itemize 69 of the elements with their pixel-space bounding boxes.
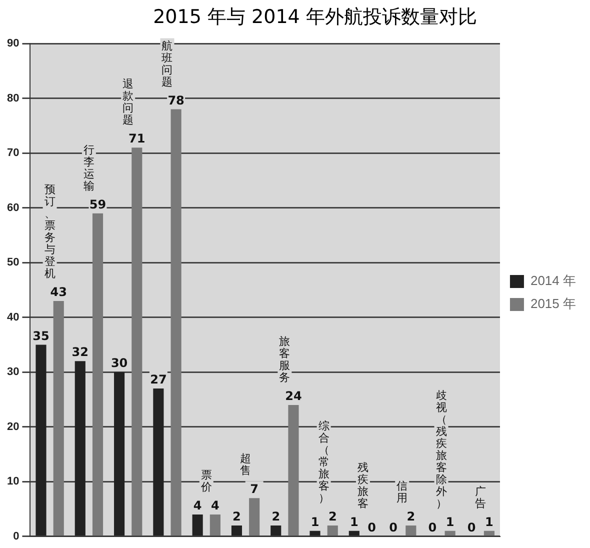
x-tick-label: 退款问题 xyxy=(122,78,134,127)
data-label: 1 xyxy=(350,514,358,529)
bar xyxy=(114,372,125,536)
bar xyxy=(36,344,46,536)
x-tick-label: 预订、票务与登机 xyxy=(44,182,56,280)
bar xyxy=(92,213,104,536)
bar xyxy=(288,404,299,536)
data-label: 4 xyxy=(211,498,220,512)
data-label: 2 xyxy=(232,509,241,524)
data-label: 1 xyxy=(485,514,494,529)
y-tick-label: 60 xyxy=(6,202,20,214)
y-tick-label: 90 xyxy=(6,38,20,50)
x-tick-label: 航班问题 xyxy=(162,39,173,88)
bar xyxy=(348,530,360,536)
data-label: 24 xyxy=(285,388,302,403)
data-label: 1 xyxy=(310,514,320,529)
data-label: 1 xyxy=(446,514,454,529)
x-tick-label: 综合（常旅客） xyxy=(318,419,330,504)
data-label: 35 xyxy=(32,328,50,343)
bar xyxy=(406,525,416,536)
y-tick-label: 30 xyxy=(6,366,20,378)
y-tick-label: 70 xyxy=(6,147,20,160)
x-tick-label: 行李运输 xyxy=(83,143,94,192)
bar xyxy=(310,530,320,536)
y-tick-label: 20 xyxy=(6,420,20,433)
data-label: 2 xyxy=(272,509,280,524)
bar xyxy=(484,530,494,536)
y-tick-label: 10 xyxy=(6,476,20,488)
data-label: 32 xyxy=(72,345,88,360)
bar xyxy=(270,525,282,536)
bar xyxy=(249,498,260,536)
y-tick-label: 0 xyxy=(13,530,20,542)
data-label: 43 xyxy=(50,284,67,299)
bar xyxy=(53,300,64,536)
x-tick-label: 广告 xyxy=(474,484,486,510)
bar xyxy=(170,109,182,536)
data-label: 78 xyxy=(168,93,184,108)
x-tick-label: 残疾旅客 xyxy=(357,460,368,510)
data-label: 7 xyxy=(250,482,259,496)
x-tick-label: 旅客服务 xyxy=(279,334,290,384)
y-tick-label: 50 xyxy=(6,256,20,269)
data-label: 0 xyxy=(467,520,476,534)
bar xyxy=(153,388,164,536)
data-label: 4 xyxy=(193,498,202,512)
data-label: 2 xyxy=(328,509,337,524)
y-tick-label: 80 xyxy=(6,92,20,104)
data-label: 30 xyxy=(110,356,128,370)
legend-label: 2015 年 xyxy=(530,296,576,312)
data-label: 0 xyxy=(389,520,398,534)
data-label: 0 xyxy=(368,520,376,534)
legend-label: 2014 年 xyxy=(530,273,576,288)
x-tick-label: 超售 xyxy=(240,452,252,478)
category-label: 歧视（残疾旅客除外） xyxy=(436,388,447,510)
chart-title: 2015 年与 2014 年外航投诉数量对比 xyxy=(152,5,478,30)
bar xyxy=(74,361,86,536)
data-label: 59 xyxy=(89,197,106,212)
bar xyxy=(231,525,242,536)
data-label: 0 xyxy=(428,520,437,534)
bar xyxy=(444,530,456,536)
bar xyxy=(210,514,220,536)
data-label: 2 xyxy=(406,509,416,524)
bar xyxy=(192,514,203,536)
data-label: 27 xyxy=(150,372,167,387)
y-tick-label: 40 xyxy=(6,311,20,324)
x-tick-label: 信用 xyxy=(396,479,408,504)
bar xyxy=(327,525,338,536)
bar xyxy=(132,148,142,536)
data-label: 71 xyxy=(128,132,146,146)
x-tick-label: 票价 xyxy=(200,468,212,494)
